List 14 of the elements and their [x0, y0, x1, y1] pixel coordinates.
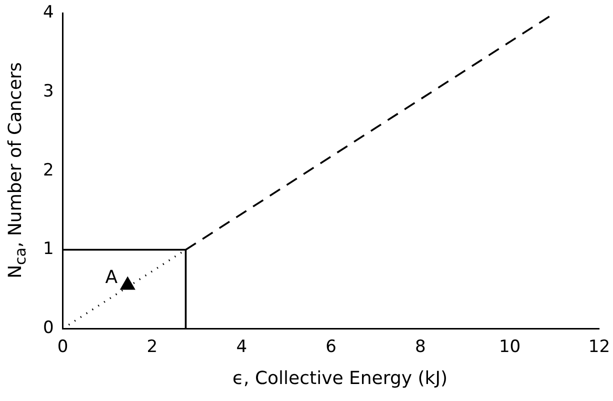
- x-tick-label: 10: [498, 337, 521, 358]
- x-tick-label: 0: [57, 337, 68, 358]
- y-tick-label: 0: [42, 318, 54, 338]
- x-tick-label: 4: [236, 337, 248, 358]
- annotation: A: [105, 266, 118, 288]
- y-tick-label: 4: [42, 2, 54, 23]
- y-tick-label: 3: [42, 81, 54, 102]
- x-tick-label: 8: [414, 337, 426, 358]
- x-tick-label: 2: [146, 337, 158, 358]
- x-tick-label: 6: [326, 337, 336, 358]
- x-axis-title: ϵ, Collective Energy (kJ): [231, 368, 449, 389]
- x-tick-label: 12: [588, 337, 610, 358]
- y-tick-label: 1: [42, 239, 54, 260]
- y-tick-label: 2: [42, 160, 54, 180]
